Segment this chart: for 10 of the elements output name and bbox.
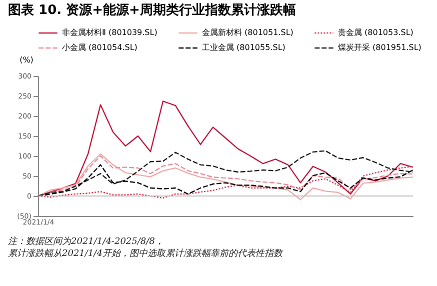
legend-label: 小金属 (801054.SL)	[62, 43, 138, 52]
text: 累计涨跌幅从2021/1/4开始，图中选取累计涨跌幅靠前的代表性指数	[8, 248, 284, 259]
legend-label: 煤炭开采 (801951.SL)	[338, 43, 422, 52]
legend-label: 贵金属 (801053.SL)	[338, 28, 414, 37]
legend-label: 工业金属 (801055.SL)	[202, 43, 286, 52]
y-axis-title: (%)	[20, 56, 34, 64]
chart-title: 图表 10. 资源+能源+周期类行业指数累计涨跌幅	[8, 2, 296, 18]
legend-label: 非金属材料Ⅱ (801039.SL)	[62, 28, 158, 37]
legend-label: 金属新材料 (801051.SL)	[202, 28, 294, 37]
text: 注：数据区间为2021/1/4-2025/8/8，	[8, 236, 164, 247]
